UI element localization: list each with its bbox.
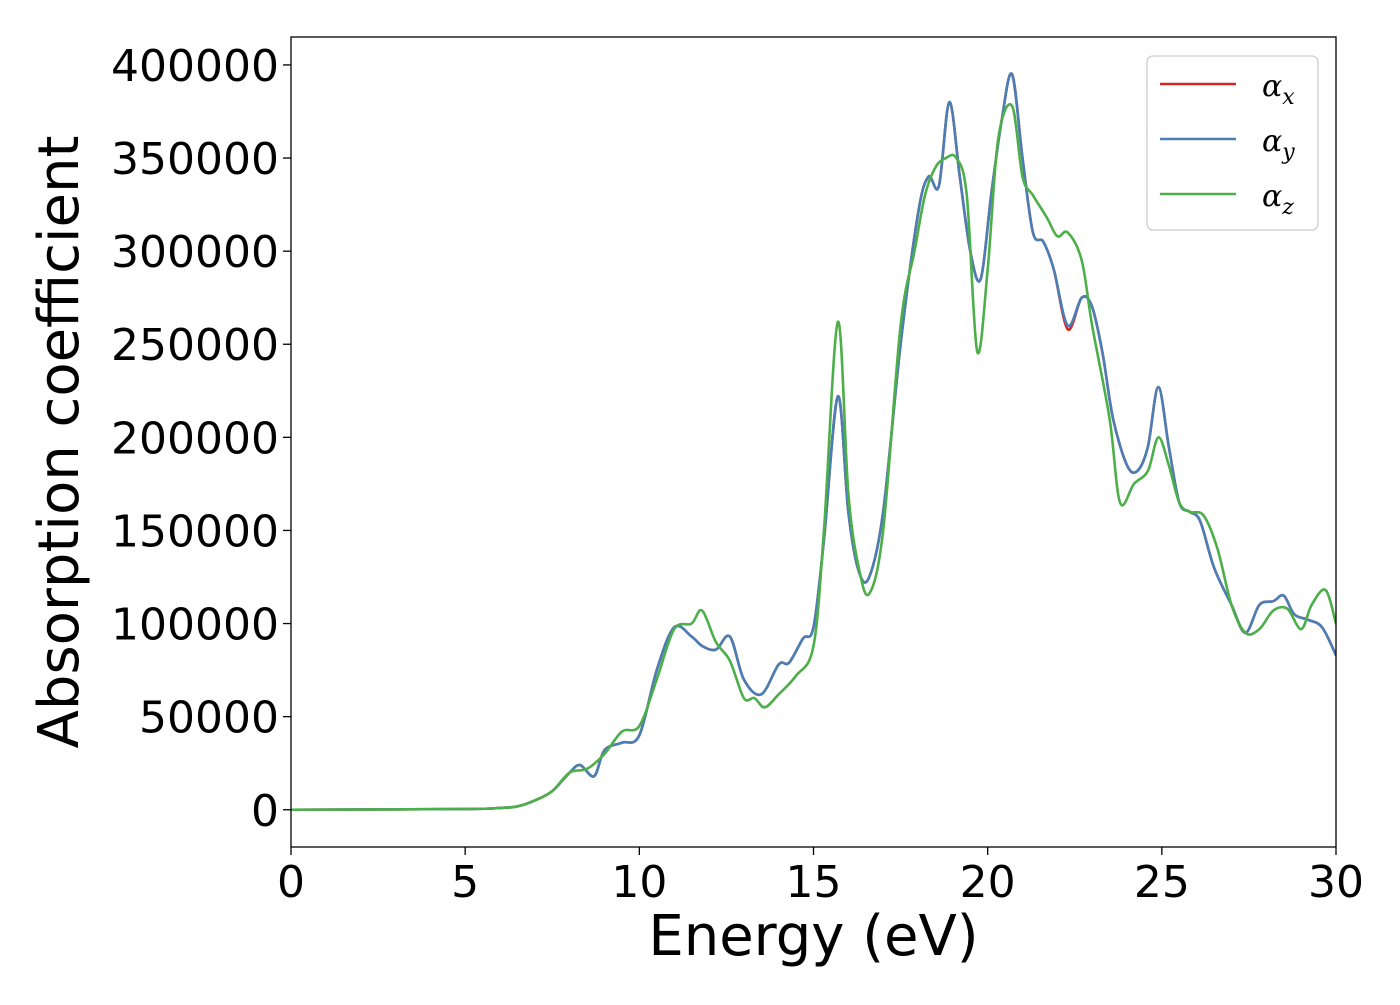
legend-box [1146, 55, 1319, 231]
x-axis: 0 5 10 15 20 25 30 [277, 847, 1364, 908]
y-tick-label: 50000 [139, 693, 279, 744]
legend-label: αx [1262, 69, 1295, 110]
x-tick-label: 25 [1134, 857, 1190, 908]
y-tick-label: 300000 [111, 227, 279, 278]
legend: αx αy αz [1146, 55, 1319, 231]
y-tick-label: 250000 [111, 320, 279, 371]
plot-lines [291, 72, 1336, 812]
y-tick-label: 150000 [111, 506, 279, 557]
x-axis-label: Energy (eV) [648, 904, 978, 969]
y-tick-label: 200000 [111, 413, 279, 464]
x-tick-label: 10 [611, 857, 667, 908]
legend-label: αz [1262, 179, 1294, 220]
legend-label: αy [1262, 124, 1295, 165]
x-tick-label: 15 [786, 857, 842, 908]
y-tick-label: 100000 [111, 600, 279, 651]
series-line-z [291, 103, 1336, 812]
x-tick-label: 5 [451, 857, 479, 908]
y-axis: 0 50000 100000 150000 200000 250000 300000 3500… [111, 41, 291, 837]
y-axis-label: Absorption coefficient [27, 136, 92, 749]
y-tick-label: 400000 [111, 41, 279, 92]
y-tick-label: 0 [251, 786, 279, 837]
x-tick-label: 20 [960, 857, 1016, 908]
y-tick-label: 350000 [111, 134, 279, 185]
x-tick-label: 30 [1308, 857, 1364, 908]
x-tick-label: 0 [277, 857, 305, 908]
